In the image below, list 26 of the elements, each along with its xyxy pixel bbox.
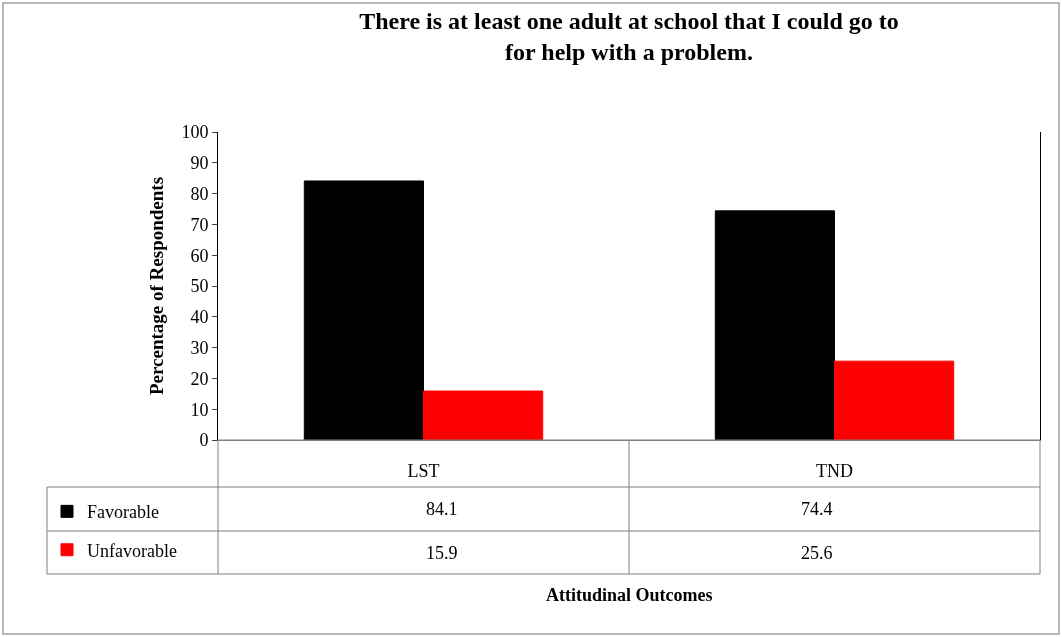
y-tick-label: 10 xyxy=(190,399,209,420)
y-tick-label: 60 xyxy=(190,245,209,266)
y-axis-title: Percentage of Respondents xyxy=(146,176,168,396)
bar xyxy=(303,180,424,440)
y-tick-label: 70 xyxy=(190,214,209,235)
data-label: 84.1 xyxy=(426,499,458,519)
legend-label: Unfavorable xyxy=(87,540,177,561)
data-label: 74.4 xyxy=(801,499,833,519)
y-tick-label: 90 xyxy=(190,153,209,174)
x-tick-label: LST xyxy=(407,460,440,481)
y-tick-label: 0 xyxy=(199,430,209,451)
y-tick-label: 40 xyxy=(190,307,209,328)
y-tick-label: 30 xyxy=(190,337,209,358)
bar xyxy=(714,210,835,440)
x-tick-label: TND xyxy=(816,460,853,481)
data-label: 25.6 xyxy=(801,543,833,563)
y-tick-label: 20 xyxy=(190,368,209,389)
legend-label: Favorable xyxy=(87,502,159,523)
text: Attitudinal Outcomes xyxy=(546,585,713,605)
y-tick-label: 50 xyxy=(190,276,209,297)
y-tick-label: 80 xyxy=(190,183,209,204)
chart-title: There is at least one adult at school that I could go to for help with a problem. xyxy=(359,7,899,65)
bar xyxy=(834,360,955,440)
data-label: 15.9 xyxy=(426,543,458,563)
bar xyxy=(423,390,544,440)
y-tick-label: 100 xyxy=(181,122,209,143)
